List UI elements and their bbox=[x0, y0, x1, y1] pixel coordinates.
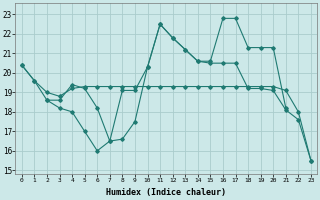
X-axis label: Humidex (Indice chaleur): Humidex (Indice chaleur) bbox=[106, 188, 226, 197]
